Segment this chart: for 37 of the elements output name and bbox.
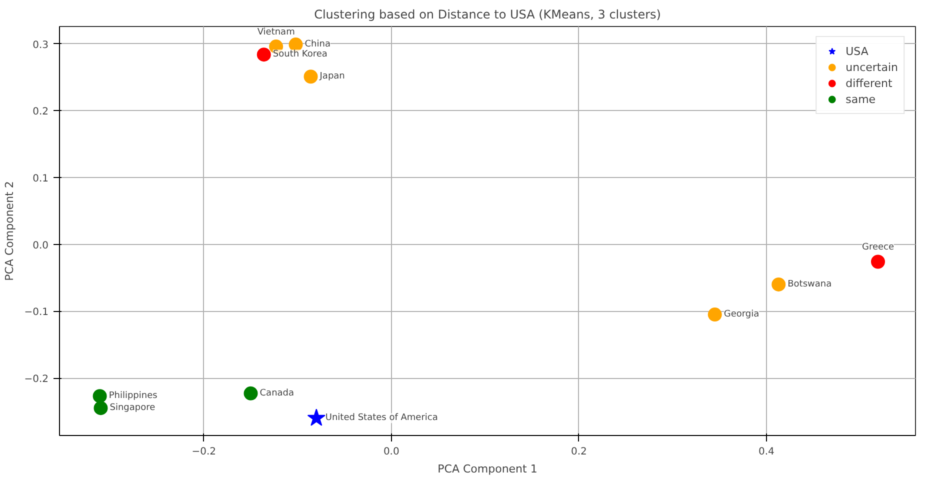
point	[92, 389, 107, 404]
y-tick-label: 0.2	[32, 106, 49, 118]
x-tick-label: −0.2	[192, 446, 216, 458]
y-tick-label: 0.1	[32, 174, 49, 185]
x-tick-label: 0.2	[570, 446, 587, 458]
annotation: United States of America	[325, 413, 438, 424]
point	[244, 386, 258, 400]
legend-label: different	[846, 76, 892, 90]
annotation: Vietnam	[257, 28, 295, 38]
y-tick-label: 0.0	[32, 240, 49, 252]
y-axis-title: PCA Component 2	[3, 181, 16, 281]
annotation: Singapore	[110, 403, 156, 414]
point	[304, 70, 318, 84]
point	[870, 254, 885, 269]
point	[256, 48, 271, 62]
annotation: Greece	[862, 242, 894, 253]
chart-title: Clustering based on Distance to USA (KMeans, 3 clusters)	[314, 8, 661, 22]
x-tick-label: 0.4	[758, 446, 774, 458]
point	[772, 277, 786, 292]
annotation: China	[304, 40, 330, 50]
y-tick-label: 0.3	[32, 40, 49, 51]
legend-label: USA	[846, 44, 868, 58]
point	[708, 308, 722, 322]
point	[94, 401, 108, 416]
x-tick-label: 0.0	[383, 446, 400, 458]
legend-label: uncertain	[846, 60, 898, 74]
point	[307, 408, 326, 426]
annotation: South Korea	[272, 50, 328, 60]
annotation: Georgia	[724, 310, 760, 320]
x-axis-title: PCA Component 1	[438, 462, 538, 476]
y-tick-label: −0.2	[24, 374, 49, 386]
y-tick-label: −0.1	[24, 307, 49, 318]
annotation: Canada	[260, 388, 294, 398]
legend-label: same	[846, 92, 876, 106]
annotation: Botswana	[788, 279, 832, 290]
annotation: Japan	[318, 72, 345, 82]
annotation: Philippines	[108, 391, 158, 402]
